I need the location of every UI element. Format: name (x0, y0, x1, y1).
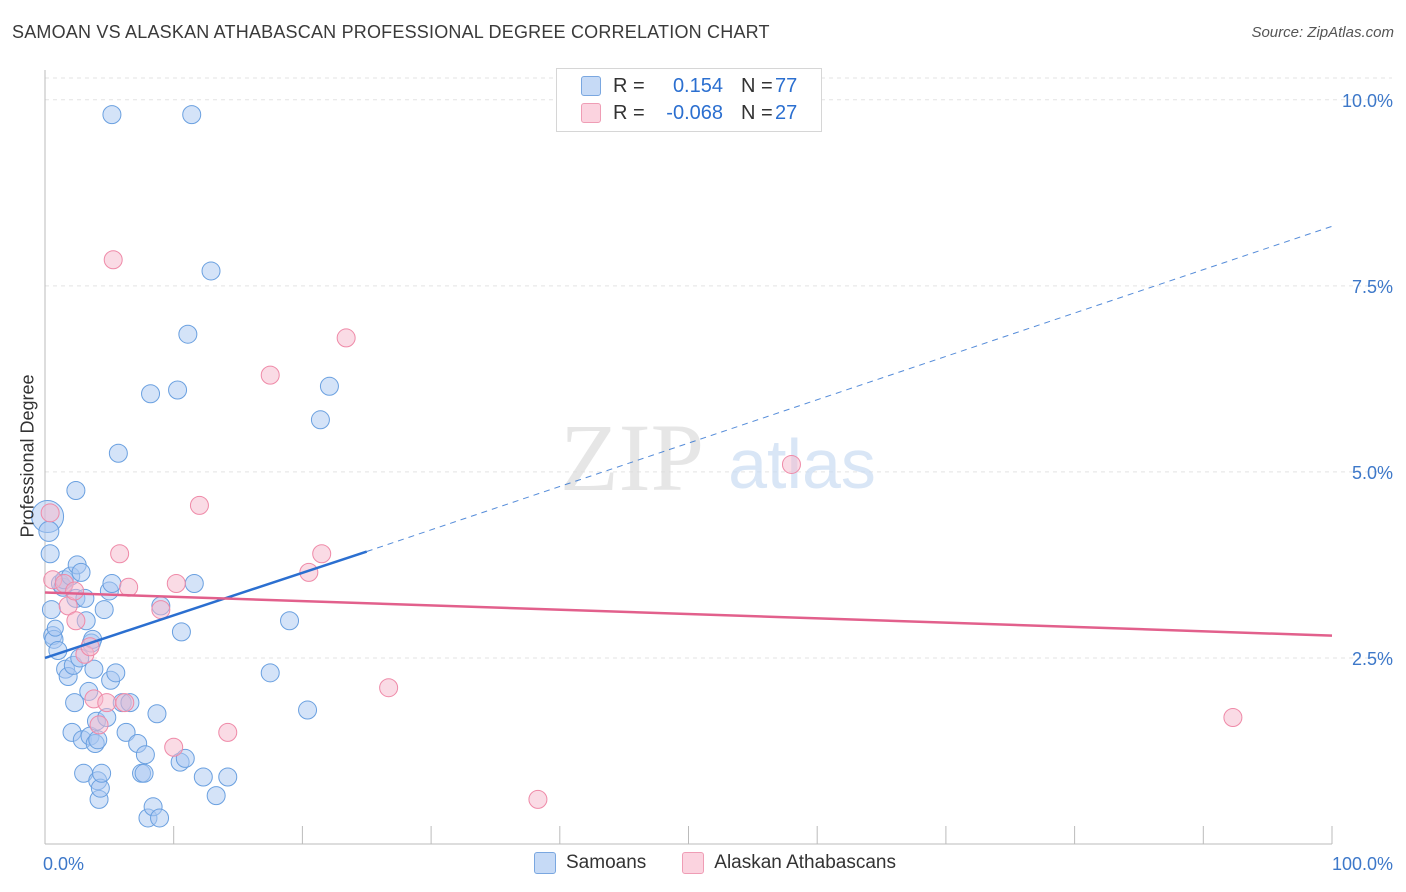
correlation-legend: R = 0.154 N = 77 R = -0.068 N = 27 (556, 68, 822, 132)
data-points (31, 105, 1243, 828)
samoan-point (150, 808, 170, 828)
legend-r-label: R = (613, 101, 645, 124)
samoan-point (84, 659, 104, 679)
series-label-samoans: Samoans (566, 852, 647, 873)
athabascan-point (379, 678, 399, 698)
samoan-point (38, 520, 60, 542)
athabascan-point (103, 250, 123, 270)
athabascan-point (89, 715, 109, 735)
watermark-zip: ZIP (560, 404, 704, 511)
samoan-point (135, 745, 155, 765)
samoan-point (178, 324, 198, 344)
samoan-point (171, 622, 191, 642)
athabascan-point (166, 574, 186, 594)
samoan-point (206, 786, 226, 806)
athabascan-point (119, 577, 139, 597)
legend-r-label: R = (613, 74, 645, 97)
athabascan-point (312, 544, 332, 564)
legend-swatch-athabascans (581, 103, 601, 123)
samoan-point (218, 767, 238, 787)
athabascan-point (528, 789, 548, 809)
samoan-point (46, 619, 64, 637)
legend-n-value: 77 (775, 74, 798, 97)
y-tick-label: 10.0% (1342, 91, 1393, 111)
samoan-point (168, 380, 188, 400)
chart-source: Source: ZipAtlas.com (1251, 24, 1394, 41)
samoan-point (94, 600, 114, 620)
samoan-point (102, 105, 122, 125)
samoan-point (184, 574, 204, 594)
samoan-point (66, 480, 86, 500)
samoan-point (298, 700, 318, 720)
ticks: 2.5% 5.0% 7.5% 10.0% 0.0% 100.0% (43, 91, 1393, 874)
legend-n-label: N = (741, 74, 773, 97)
samoan-point (147, 704, 167, 724)
athabascan-point (151, 600, 171, 620)
axes (44, 70, 1333, 845)
samoan-point (102, 574, 122, 594)
athabascan-trend-line (44, 591, 1333, 637)
samoan-point (193, 767, 213, 787)
series-legend: Samoans Alaskan Athabascans (534, 852, 932, 874)
samoan-point (92, 763, 112, 783)
athabascan-point (218, 722, 238, 742)
legend-r-value: 0.154 (672, 74, 723, 97)
legend-n-value: 27 (775, 101, 798, 124)
samoan-point (319, 376, 339, 396)
series-legend-samoans[interactable]: Samoans (534, 852, 646, 874)
athabascan-point (164, 737, 184, 757)
samoan-trend-extension (366, 225, 1333, 552)
athabascan-point (97, 693, 117, 713)
legend-row-samoans: R = 0.154 N = 77 (581, 73, 797, 99)
athabascan-point (110, 544, 130, 564)
samoan-point (71, 562, 91, 582)
samoan-point (116, 722, 136, 742)
athabascan-point (189, 495, 209, 515)
samoan-point (201, 261, 221, 281)
gridlines (45, 77, 1392, 659)
samoan-trend-line (44, 550, 368, 660)
y-tick-label: 5.0% (1352, 463, 1393, 483)
samoan-point (106, 663, 126, 683)
legend-n-label: N = (741, 101, 773, 124)
trend-lines (44, 225, 1333, 660)
athabascan-point (66, 611, 86, 631)
samoan-point (134, 763, 154, 783)
watermark: ZIP atlas (560, 404, 876, 511)
samoan-point (310, 410, 330, 430)
samoan-point (175, 748, 195, 768)
athabascan-point (1223, 707, 1243, 727)
samoan-point (40, 544, 60, 564)
x-tick-label: 0.0% (43, 854, 84, 874)
y-tick-label: 7.5% (1352, 277, 1393, 297)
samoan-point (182, 105, 202, 125)
series-swatch-samoans (534, 852, 556, 874)
y-tick-label: 2.5% (1352, 649, 1393, 669)
watermark-atlas: atlas (728, 425, 876, 503)
x-tick-label: 100.0% (1332, 854, 1393, 874)
samoan-point (280, 611, 300, 631)
samoan-point (108, 443, 128, 463)
athabascan-point (115, 693, 135, 713)
series-swatch-athabascans (682, 852, 705, 874)
y-axis-label: Professional Degree (17, 374, 38, 538)
legend-row-athabascans: R = -0.068 N = 27 (581, 100, 797, 126)
athabascan-point (65, 581, 85, 601)
athabascan-point (40, 503, 60, 523)
athabascan-point (260, 365, 280, 385)
series-label-athabascans: Alaskan Athabascans (714, 852, 896, 873)
athabascan-point (336, 328, 356, 348)
samoan-point (260, 663, 280, 683)
samoan-point (141, 384, 161, 404)
samoan-point (41, 600, 61, 620)
samoan-point (65, 693, 85, 713)
chart-title: SAMOAN VS ALASKAN ATHABASCAN PROFESSIONA… (12, 22, 770, 42)
legend-swatch-samoans (581, 76, 601, 96)
athabascan-point (781, 454, 801, 474)
series-legend-athabascans[interactable]: Alaskan Athabascans (682, 852, 896, 874)
legend-r-value: -0.068 (666, 101, 723, 124)
